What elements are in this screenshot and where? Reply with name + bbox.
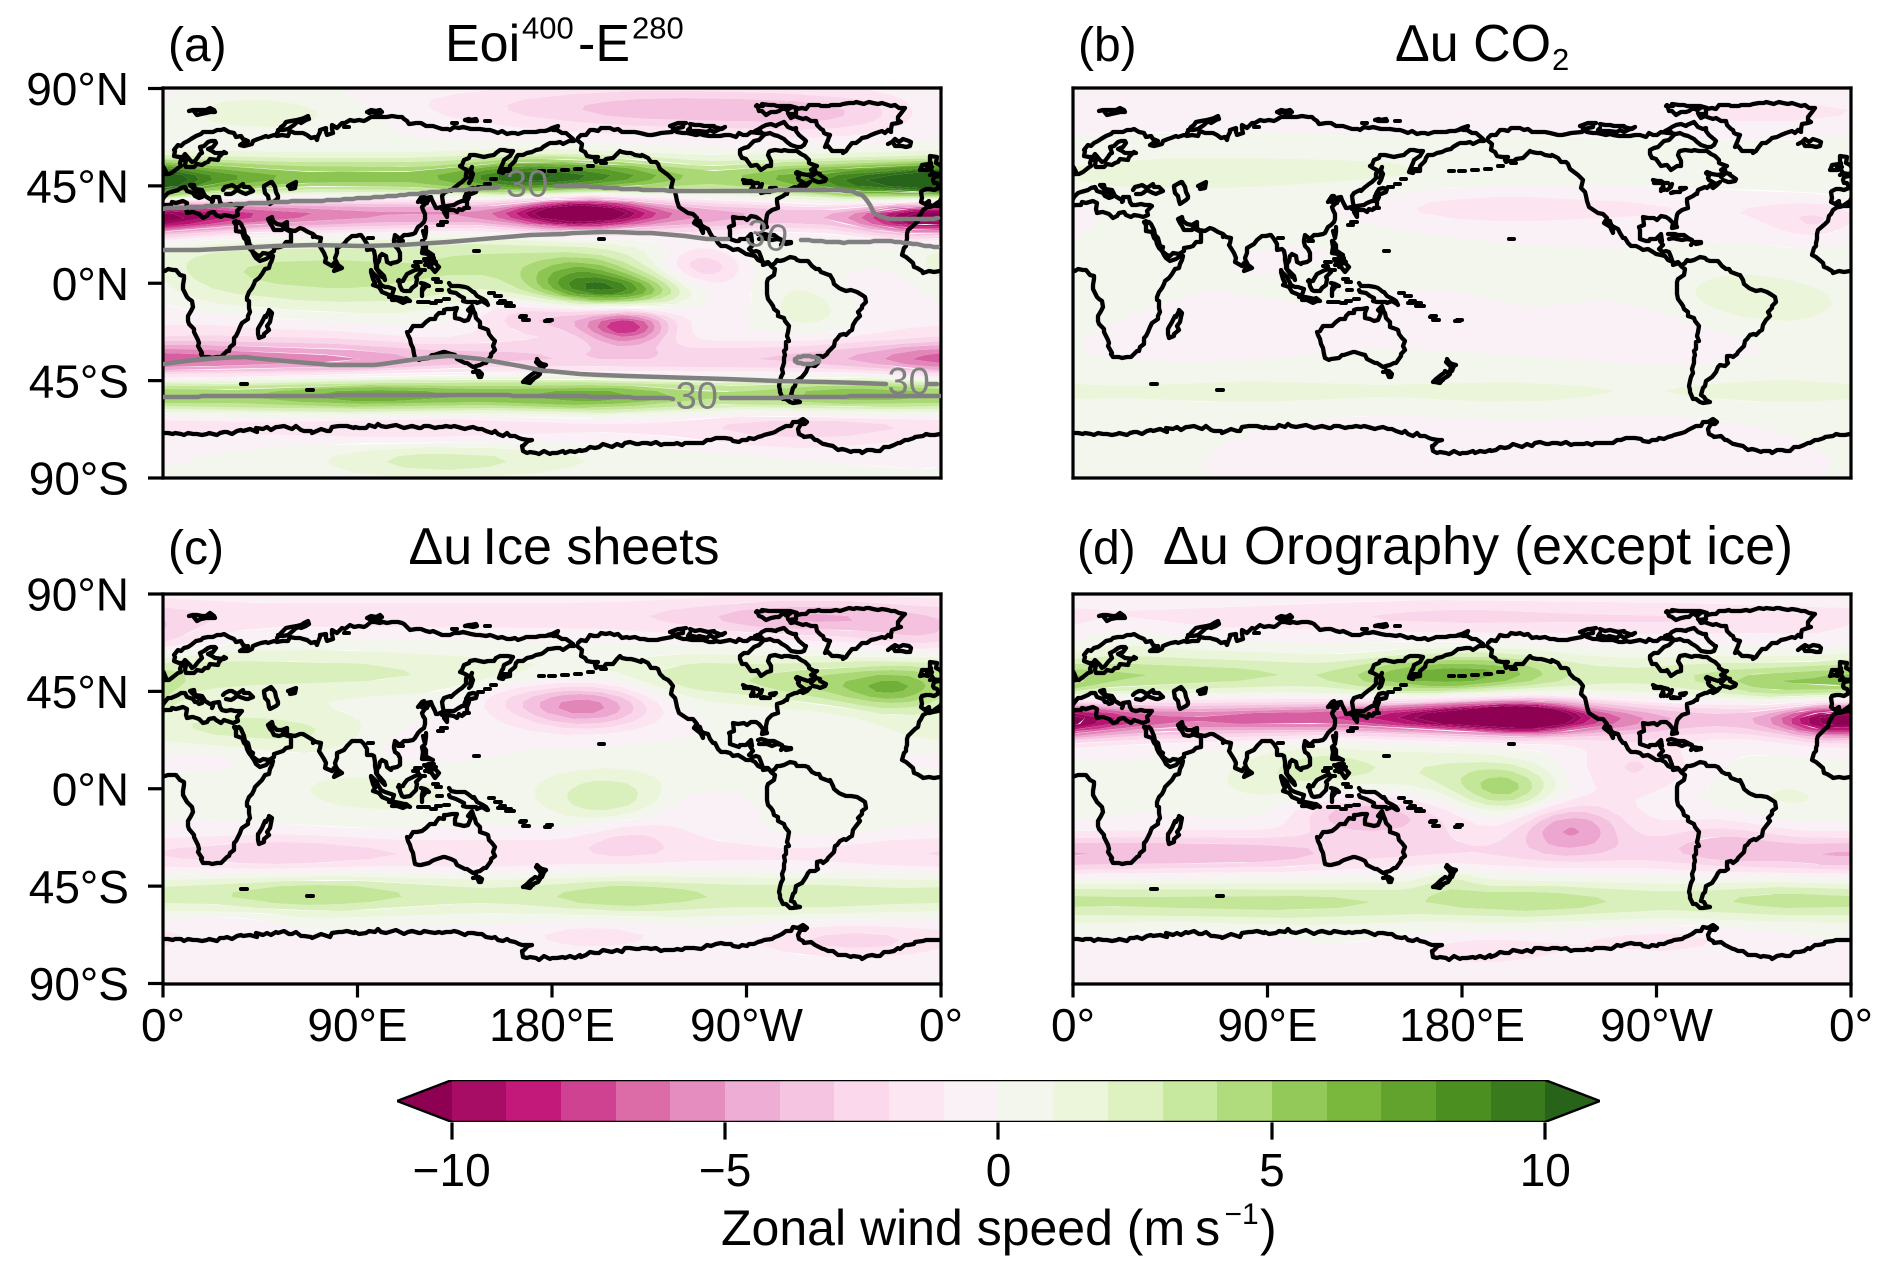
svg-text:Δu Orography (except ice): Δu Orography (except ice): [1163, 516, 1793, 576]
svg-text:0°: 0°: [1829, 999, 1873, 1051]
svg-text:0°N: 0°N: [52, 258, 129, 310]
svg-text:90°S: 90°S: [29, 453, 129, 505]
svg-text:45°N: 45°N: [26, 666, 129, 718]
svg-text:(c): (c): [168, 522, 224, 575]
svg-text:90°S: 90°S: [29, 958, 129, 1010]
svg-text:10: 10: [1520, 1144, 1571, 1196]
svg-text:0°N: 0°N: [52, 763, 129, 815]
svg-text:2: 2: [1552, 42, 1569, 77]
svg-text:−1: −1: [1225, 1198, 1259, 1231]
svg-text:−5: −5: [699, 1144, 751, 1196]
svg-text:90°N: 90°N: [26, 569, 129, 621]
svg-text:5: 5: [1259, 1144, 1285, 1196]
svg-text:30: 30: [741, 212, 791, 262]
svg-text:400: 400: [522, 11, 574, 46]
svg-text:(d): (d): [1077, 522, 1136, 575]
svg-text:90°N: 90°N: [26, 63, 129, 115]
svg-text:): ): [1260, 1200, 1277, 1256]
svg-text:30: 30: [506, 164, 548, 206]
svg-text:45°N: 45°N: [26, 161, 129, 213]
svg-text:(a): (a): [168, 19, 227, 72]
svg-text:-E: -E: [578, 15, 630, 73]
svg-text:180°E: 180°E: [489, 999, 615, 1051]
svg-text:45°S: 45°S: [29, 355, 129, 407]
svg-text:0: 0: [986, 1144, 1012, 1196]
svg-text:Zonal wind speed (m s: Zonal wind speed (m s: [721, 1200, 1220, 1256]
svg-text:280: 280: [632, 11, 684, 46]
svg-text:Δu Ice sheets: Δu Ice sheets: [408, 518, 719, 576]
svg-text:90°W: 90°W: [1600, 999, 1714, 1051]
svg-text:(b): (b): [1078, 19, 1137, 72]
svg-text:90°E: 90°E: [307, 999, 407, 1051]
svg-text:0°: 0°: [919, 999, 963, 1051]
svg-text:90°E: 90°E: [1217, 999, 1317, 1051]
svg-text:0°: 0°: [141, 999, 185, 1051]
svg-text:0°: 0°: [1051, 999, 1095, 1051]
svg-text:30: 30: [887, 361, 929, 403]
svg-text:180°E: 180°E: [1399, 999, 1525, 1051]
svg-text:30: 30: [676, 376, 718, 418]
svg-text:Δu CO: Δu CO: [1395, 15, 1551, 73]
svg-text:45°S: 45°S: [29, 861, 129, 913]
svg-text:Eoi: Eoi: [445, 15, 520, 73]
svg-text:−10: −10: [413, 1144, 491, 1196]
svg-text:90°W: 90°W: [690, 999, 804, 1051]
